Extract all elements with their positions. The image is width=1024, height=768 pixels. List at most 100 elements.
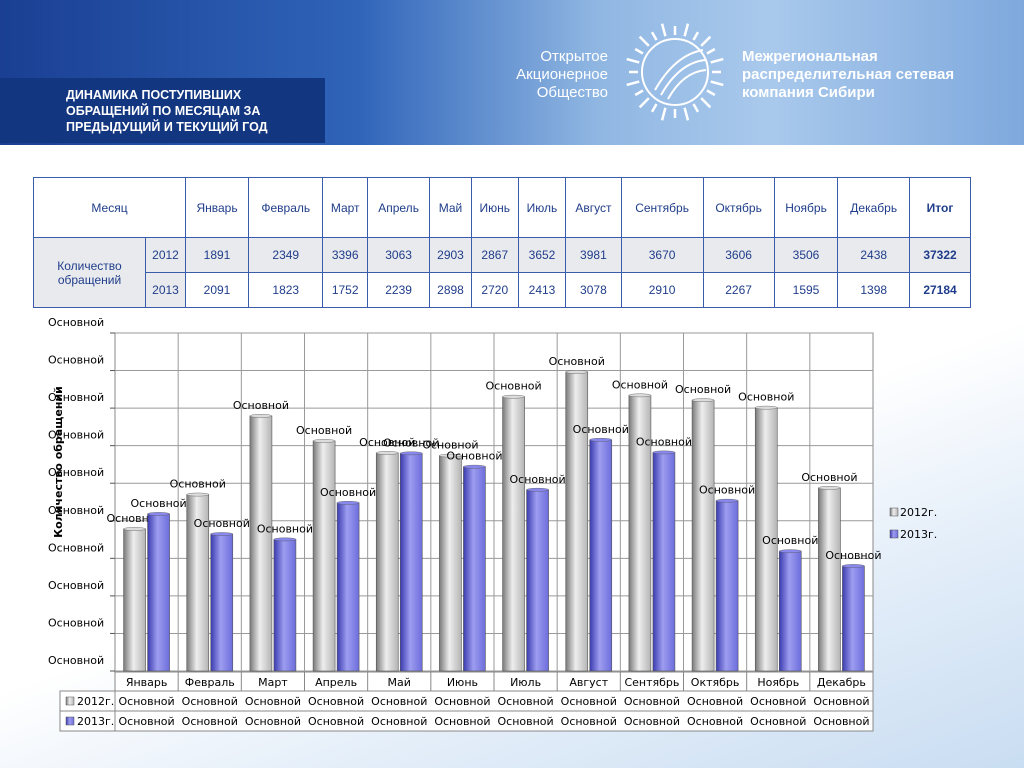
data-label: Основной bbox=[383, 436, 439, 449]
logo-ray bbox=[700, 97, 712, 109]
bar-cap bbox=[715, 498, 739, 503]
data-table-cell: Основной bbox=[308, 715, 364, 728]
bar-cap bbox=[779, 549, 802, 553]
bar-cap bbox=[312, 439, 336, 443]
value-cell: 2413 bbox=[517, 272, 567, 308]
bar-cap bbox=[273, 537, 297, 542]
logo-ray bbox=[638, 97, 650, 109]
header-month-1: Январь bbox=[184, 177, 250, 238]
data-label: Основной bbox=[801, 471, 857, 484]
x-tick-label: Ноябрь bbox=[757, 676, 799, 689]
data-table-cell: Основной bbox=[813, 715, 869, 728]
x-tick-label: Июль bbox=[510, 676, 541, 689]
logo-ray bbox=[634, 47, 644, 55]
bar-2013 bbox=[210, 533, 234, 672]
data-table-cell: Основной bbox=[434, 695, 490, 708]
y-tick-label: Основной bbox=[48, 579, 104, 592]
data-label: Основной bbox=[485, 380, 541, 393]
data-table-cell: Основной bbox=[561, 715, 617, 728]
value-cell: 3670 bbox=[620, 237, 704, 273]
header-month-5: Май bbox=[429, 177, 472, 238]
logo-ray bbox=[700, 35, 712, 47]
data-table-cell: Основной bbox=[624, 695, 680, 708]
data-label: Основной bbox=[738, 391, 794, 404]
data-label: Основной bbox=[130, 497, 186, 510]
bar-cap bbox=[755, 405, 778, 410]
value-cell: 3652 bbox=[517, 237, 567, 273]
value-cell: 2903 bbox=[429, 237, 472, 273]
data-label: Основной bbox=[446, 450, 502, 463]
bar-2012 bbox=[502, 396, 525, 672]
y-tick-label: Основной bbox=[48, 654, 104, 667]
x-tick-label: Август bbox=[569, 676, 608, 689]
bar-cap bbox=[565, 370, 588, 374]
data-table-cell: Основной bbox=[182, 715, 238, 728]
bar-cap bbox=[818, 486, 841, 490]
value-cell: 1823 bbox=[248, 272, 324, 308]
title-box bbox=[0, 78, 325, 143]
company-right-line: Межрегиональная bbox=[742, 48, 878, 65]
data-table-row bbox=[59, 710, 874, 732]
y-tick-label: Основной bbox=[48, 504, 104, 517]
table-row-2013: 2013 2091 1823 1752 2239 2898 2720 2413 … bbox=[34, 272, 971, 308]
logo-ray bbox=[706, 47, 716, 55]
bar-2013 bbox=[842, 565, 865, 672]
x-tick-label: Октябрь bbox=[691, 676, 740, 689]
bar-2013 bbox=[399, 453, 423, 672]
data-table-cell: Основной bbox=[687, 695, 743, 708]
bar-2012 bbox=[375, 452, 399, 672]
value-cell: 3981 bbox=[565, 237, 622, 273]
data-table-cell: Основной bbox=[497, 695, 553, 708]
data-label: Основной bbox=[699, 484, 755, 497]
company-left-text: Открытое Акционерное Общество bbox=[500, 48, 608, 102]
x-tick-label: Январь bbox=[126, 676, 168, 689]
logo-ray bbox=[683, 23, 690, 37]
bar-2013 bbox=[778, 550, 802, 672]
data-label: Основной bbox=[296, 424, 352, 437]
bar-2013 bbox=[463, 466, 486, 672]
header-month-cell: Месяц bbox=[33, 177, 186, 238]
data-label: Основной bbox=[359, 436, 415, 449]
bar-cap bbox=[463, 464, 486, 469]
x-tick-label: Сентябрь bbox=[624, 676, 679, 689]
table-row-2012: Количество обращений 2012 1891 2349 3396… bbox=[33, 237, 971, 308]
logo-ray bbox=[650, 31, 658, 41]
logo-ray bbox=[692, 103, 700, 113]
total-cell: 27184 bbox=[909, 272, 971, 308]
data-label: Основной bbox=[825, 549, 881, 562]
bar-cap bbox=[439, 453, 462, 458]
data-table-cell: Основной bbox=[434, 715, 490, 728]
data-label: Основной bbox=[762, 534, 818, 547]
bar-cap bbox=[628, 393, 652, 398]
header-month-4: Апрель bbox=[366, 177, 431, 238]
value-cell: 2267 bbox=[702, 272, 775, 308]
bar-2013 bbox=[589, 439, 613, 672]
header-month-2: Февраль bbox=[248, 177, 324, 238]
x-tick-label: Декабрь bbox=[817, 676, 866, 689]
data-label: Основной bbox=[422, 439, 478, 452]
data-table-series-name: 2013г. bbox=[77, 715, 114, 728]
bar-2012 bbox=[818, 487, 841, 672]
data-table-cell: Основной bbox=[497, 715, 553, 728]
data-label: Основной bbox=[257, 522, 313, 535]
data-table-cell: Основной bbox=[118, 695, 174, 708]
data-table-series-name: 2012г. bbox=[77, 695, 114, 708]
data-table-cell: Основной bbox=[813, 695, 869, 708]
value-cell: 1752 bbox=[322, 272, 368, 308]
header-total: Итог bbox=[909, 177, 971, 238]
data-table-cell: Основной bbox=[624, 715, 680, 728]
header-month-7: Июль bbox=[517, 177, 567, 238]
data-label: Основной bbox=[636, 435, 692, 448]
bar-cap bbox=[123, 527, 146, 531]
data-label: Основной bbox=[675, 383, 731, 396]
y-tick-label: Основной bbox=[48, 318, 104, 329]
header-month-10: Октябрь bbox=[702, 177, 775, 238]
logo-ray bbox=[638, 35, 650, 47]
data-table-cell: Основной bbox=[371, 695, 427, 708]
x-tick-label: Июнь bbox=[447, 676, 478, 689]
x-tick-label: Март bbox=[258, 676, 288, 689]
data-label: Основной bbox=[509, 473, 565, 486]
x-tick-label: Февраль bbox=[185, 676, 235, 689]
value-cell: 2720 bbox=[470, 272, 519, 308]
data-label: Основной bbox=[573, 423, 629, 436]
